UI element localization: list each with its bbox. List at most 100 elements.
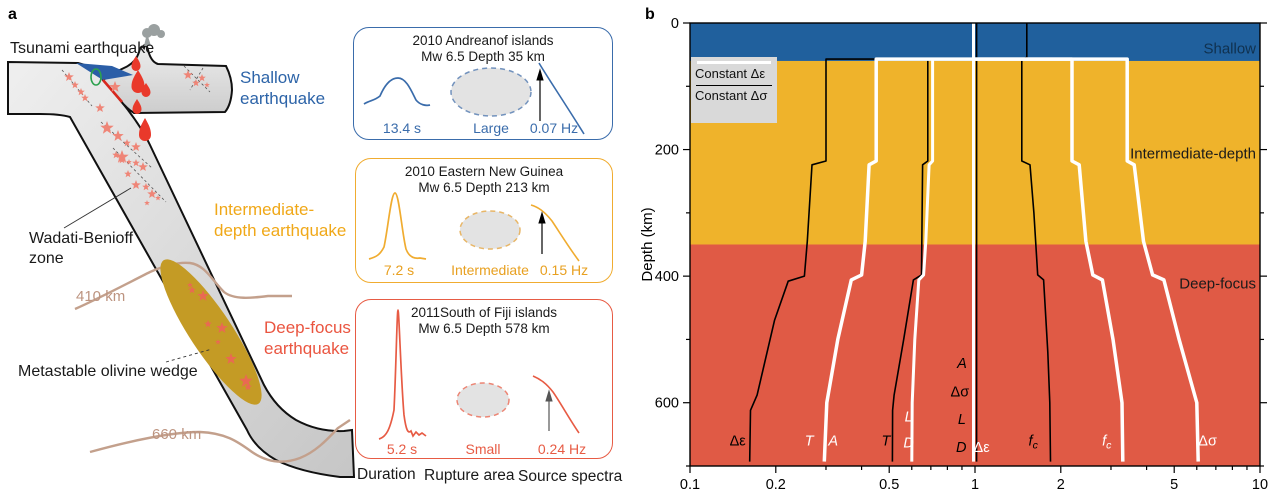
box3-frequency: 0.24 Hz: [537, 441, 587, 457]
star-icon: [244, 383, 252, 391]
box1-frequency: 0.07 Hz: [529, 120, 579, 136]
x-tick-label: 1: [971, 477, 979, 492]
curve-label: A: [827, 434, 838, 450]
curve-label: Δσ: [1198, 434, 1217, 450]
star-icon: [109, 81, 121, 92]
star-icon: [155, 195, 161, 201]
star-icon: [225, 353, 237, 364]
star-icon: [118, 156, 126, 164]
legend-constant-sigma: Constant Δσ: [695, 88, 768, 103]
wadati-pointer-line: [63, 187, 132, 229]
magma-blob-icon: [131, 70, 145, 93]
x-tick-label: 0.2: [766, 477, 786, 492]
star-icon: [197, 290, 209, 301]
legend-black-line-swatch: [696, 85, 772, 86]
curve-label: L: [905, 410, 913, 426]
curve-label: fc: [1029, 434, 1039, 452]
star-icon: [204, 320, 212, 328]
x-tick-label: 10: [1252, 477, 1268, 492]
star-icon: [142, 183, 150, 191]
label-olivine-wedge: Metastable olivine wedge: [18, 363, 198, 380]
box3-waveform: [378, 309, 427, 440]
example-box-intermediate: 2010 Eastern New Guinea Mw 6.5 Depth 213…: [355, 158, 613, 283]
box2-graphics: [368, 192, 580, 262]
label-wadati-benioff: Wadati-Benioff zone: [29, 230, 134, 267]
box3-title: 2011South of Fiji islands: [410, 305, 558, 320]
x-tick-label: 0.1: [680, 477, 700, 492]
curve-label: Δε: [730, 434, 747, 450]
curve-label: A: [956, 356, 967, 372]
curve-de-constant-sigma: [748, 58, 975, 462]
star-icon: [147, 189, 157, 198]
box2-waveform: [368, 192, 427, 260]
zone-label-deep-focus: Deep-focus: [1179, 276, 1256, 293]
y-tick-label: 200: [655, 143, 679, 159]
magma-blobs: [131, 56, 151, 141]
box1-title: 2010 Andreanof islands: [412, 33, 554, 48]
discontinuity-410-curve: [74, 261, 292, 311]
box2-arrow-icon: [538, 211, 546, 254]
magma-blob-icon: [132, 99, 142, 114]
example-box-shallow: 2010 Andreanof islands Mw 6.5 Depth 35 k…: [353, 27, 613, 140]
caption-duration: Duration: [357, 466, 416, 483]
discontinuity-660-curve: [89, 419, 351, 463]
x-tick-label: 0.5: [879, 477, 899, 492]
box2-duration: 7.2 s: [383, 262, 415, 278]
caption-rupture-area: Rupture area: [424, 467, 515, 484]
box1-duration: 13.4 s: [382, 120, 422, 136]
curve-label: Δε: [974, 440, 991, 456]
curve-label: T: [805, 434, 815, 450]
magma-blob-icon: [131, 56, 141, 71]
label-410km: 410 km: [76, 288, 126, 305]
y-tick-label: 0: [671, 16, 679, 32]
box2-frequency: 0.15 Hz: [539, 262, 589, 278]
star-icon: [187, 282, 193, 288]
star-icon: [215, 339, 221, 345]
earthquake-stars: [64, 70, 253, 391]
magma-blob-icon: [141, 83, 151, 97]
star-icon: [124, 170, 132, 178]
star-icon: [144, 200, 150, 206]
magma-blob-icon: [139, 118, 151, 141]
curve-label: Δσ: [951, 384, 970, 400]
legend-white-line-swatch: [697, 61, 771, 64]
star-icon: [239, 374, 253, 387]
box1-rupture-ellipse: [450, 67, 532, 117]
box1-subtitle: Mw 6.5 Depth 35 km: [421, 49, 545, 64]
tsunami-earthquake-ring: [90, 68, 102, 86]
star-icon: [183, 70, 193, 79]
box3-rupture-ellipse: [456, 382, 510, 418]
label-660km: 660 km: [152, 426, 202, 443]
star-icon: [71, 81, 79, 89]
star-icon: [81, 94, 89, 102]
star-icon: [112, 130, 124, 141]
curve-label: fc: [1102, 434, 1112, 452]
box1-graphics: [363, 62, 585, 135]
panel-a-label: a: [8, 6, 17, 23]
legend-constant-eps: Constant Δε: [695, 66, 766, 81]
star-icon: [131, 180, 141, 189]
box2-title: 2010 Eastern New Guinea: [404, 164, 564, 179]
curve-ta-constant-eps: [822, 57, 975, 462]
star-icon: [198, 74, 206, 82]
example-box-deep: 2011South of Fiji islands Mw 6.5 Depth 5…: [355, 299, 613, 459]
caption-source-spectra: Source spectra: [518, 468, 623, 485]
x-tick-label: 5: [1170, 477, 1178, 492]
x-tick-label: 2: [1057, 477, 1065, 492]
star-icon: [100, 121, 114, 134]
star-icon: [77, 88, 85, 96]
box3-subtitle: Mw 6.5 Depth 578 km: [418, 321, 550, 336]
star-icon: [95, 103, 105, 112]
box3-arrow-icon: [545, 389, 553, 431]
curve-ds-constant-eps: [975, 57, 1200, 462]
curve-ld-constant-eps: [910, 57, 975, 462]
box1-spectrum-curve: [538, 62, 585, 135]
box3-graphics: [378, 309, 580, 440]
star-icon: [123, 139, 131, 147]
olivine-wedge: [160, 259, 262, 405]
curve-t-constant-sigma: [891, 58, 975, 462]
box1-area: Large: [473, 120, 509, 136]
volcano-smoke-icon: [142, 24, 165, 46]
box3-duration: 5.2 s: [386, 441, 418, 457]
